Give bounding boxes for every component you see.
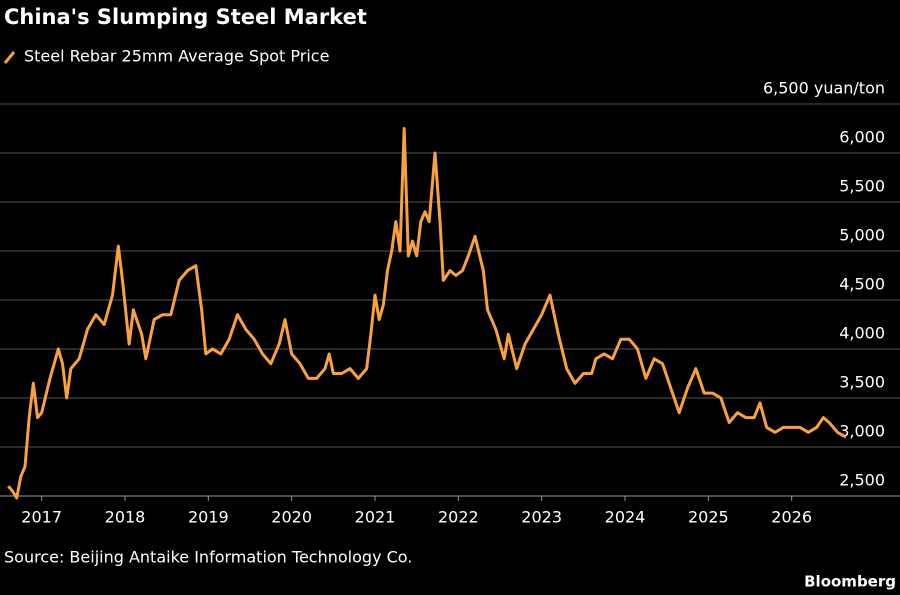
y-tick-label: 2,500 [839,471,885,490]
x-tick-label: 2021 [355,508,396,527]
y-tick-label: 3,000 [839,422,885,441]
y-tick-label: 5,500 [839,177,885,196]
legend-label: Steel Rebar 25mm Average Spot Price [24,47,329,66]
y-tick-label: 4,500 [839,275,885,294]
y-tick-label: 6,500 yuan/ton [763,79,885,98]
y-tick-label: 6,000 [839,128,885,147]
y-tick-label: 4,000 [839,324,885,343]
source: Source: Beijing Antaike Information Tech… [4,548,412,567]
x-tick-label: 2023 [521,508,562,527]
x-tick-label: 2019 [188,508,229,527]
x-tick-label: 2018 [105,508,146,527]
credit: Bloomberg [804,573,896,591]
y-tick-label: 5,000 [839,226,885,245]
x-tick-label: 2022 [438,508,479,527]
y-tick-label: 3,500 [839,373,885,392]
x-tick-label: 2017 [21,508,62,527]
legend-swatch [3,51,16,64]
chart-title: China's Slumping Steel Market [4,5,367,29]
price-line [7,127,847,500]
x-tick-label: 2020 [271,508,312,527]
x-tick-label: 2024 [605,508,646,527]
x-tick-label: 2025 [688,508,729,527]
x-tick-label: 2026 [771,508,812,527]
